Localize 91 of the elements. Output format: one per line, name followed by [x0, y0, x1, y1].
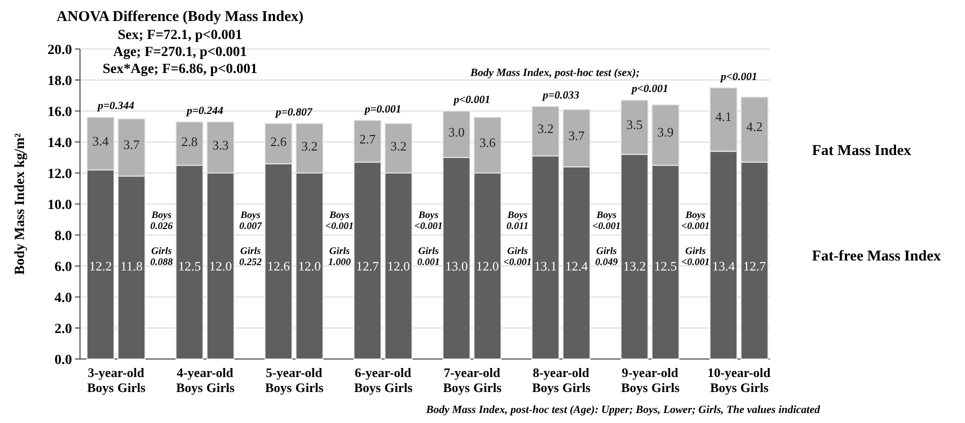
data-label: 12.7: [743, 258, 766, 274]
data-label: 11.8: [120, 258, 143, 274]
data-label: 12.0: [298, 258, 321, 274]
text: Boys <0.001 Girls <0.001: [681, 210, 710, 268]
x-tick-label: Boys: [354, 380, 381, 395]
x-tick-label: Girls: [384, 380, 413, 395]
text: 10-year-old: [707, 365, 772, 380]
text: Boys <0.001 Girls 1.000: [325, 210, 354, 268]
data-label: 3.3: [212, 137, 229, 152]
data-label: 12.7: [356, 258, 380, 274]
x-tick-label: Girls: [562, 380, 591, 395]
annotation: Body Mass Index, post-hoc test (sex);: [469, 67, 640, 79]
data-label: 3.2: [537, 121, 554, 136]
annotation: p=0.244: [186, 104, 224, 117]
annotation: p=0.033: [542, 89, 580, 102]
data-label: 12.0: [387, 258, 410, 274]
x-tick-label: Boys: [532, 380, 559, 395]
data-label: 3.2: [301, 138, 318, 154]
annotation: Age; F=270.1, p<0.001: [113, 45, 247, 60]
text: 3-year-old: [88, 365, 146, 380]
text: Fat-free Mass Index: [812, 248, 942, 264]
data-label: 2.7: [359, 132, 376, 147]
y-tick-label: 16.0: [48, 104, 72, 120]
y-tick-label: 10.0: [48, 198, 72, 213]
data-label: 13.4: [712, 258, 736, 274]
y-tick-label: 18.0: [48, 74, 72, 89]
y-axis-title: Body Mass Index kg/m²: [13, 133, 28, 275]
data-label: 13.0: [445, 258, 468, 274]
x-tick-label: Boys: [710, 380, 737, 395]
data-label: 3.5: [626, 117, 643, 132]
annotation: p=0.001: [364, 103, 402, 116]
x-tick-label: Boys: [621, 380, 648, 395]
text: Boys 0.011 Girls <0.001: [503, 210, 532, 268]
y-tick-label: 14.0: [48, 136, 72, 151]
text: Boys <0.001 Girls 0.049: [592, 210, 621, 268]
x-tick-label: Boys: [87, 380, 114, 395]
text: Sex; F=72.1, p<0.001: [118, 28, 242, 43]
data-label: 12.2: [89, 258, 112, 274]
y-tick-label: 2.0: [54, 322, 72, 337]
data-label: 3.4: [92, 133, 110, 148]
chart-title: ANOVA Difference (Body Mass Index): [56, 9, 304, 25]
data-label: 12.5: [178, 258, 201, 274]
data-label: 4.2: [746, 118, 763, 134]
annotation: p=0.807: [274, 106, 313, 118]
annotation: p=0.344: [96, 100, 135, 112]
data-label: 12.5: [654, 258, 677, 274]
text: Boys <0.001 Girls 0.001: [414, 210, 443, 268]
text: 7-year-old: [444, 365, 502, 380]
data-label: 12.4: [565, 258, 588, 274]
x-tick-label: Boys: [443, 380, 470, 395]
annotation: Sex*Age; F=6.86, p<0.001: [102, 62, 258, 77]
data-label: 3.6: [479, 134, 496, 150]
data-label: 3.2: [390, 138, 407, 154]
text: Body Mass Index, post-hoc test (Age): Upper; Boys, Lower; Girls, The values indicated: [425, 404, 820, 416]
data-label: 13.1: [534, 258, 557, 274]
text: Boys 0.026 Girls 0.088: [150, 210, 173, 268]
data-label: 3.7: [568, 128, 586, 143]
data-label: 12.0: [476, 258, 499, 274]
data-label: 12.6: [267, 258, 290, 274]
x-tick-label: Girls: [740, 380, 769, 395]
text: 9-year-old: [622, 365, 680, 380]
data-label: 3.7: [123, 137, 140, 152]
data-label: 2.8: [181, 134, 198, 149]
x-tick-label: Girls: [473, 380, 502, 395]
annotation: p<0.001: [630, 83, 668, 96]
text: 6-year-old: [354, 365, 412, 380]
data-label: 2.6: [270, 134, 288, 150]
x-tick-label: Girls: [206, 380, 235, 395]
y-tick-label: 12.0: [48, 166, 72, 182]
x-tick-label: Girls: [295, 380, 324, 395]
annotation: p<0.001: [452, 94, 490, 106]
y-tick-label: 8.0: [54, 228, 72, 244]
y-tick-label: 20.0: [48, 42, 72, 58]
y-tick-label: 4.0: [54, 290, 72, 306]
x-tick-label: Girls: [651, 380, 680, 395]
text: 4-year-old: [176, 365, 234, 380]
data-label: 13.2: [623, 258, 646, 274]
annotation: p<0.001: [720, 70, 758, 83]
data-label: 3.9: [657, 124, 674, 140]
text: Fat Mass Index: [812, 142, 912, 159]
y-tick-label: 0.0: [54, 352, 72, 368]
x-tick-label: Boys: [176, 380, 203, 395]
text: 8-year-old: [532, 365, 590, 380]
x-tick-label: Girls: [117, 380, 146, 395]
text: 5-year-old: [266, 365, 324, 380]
x-tick-label: Boys: [265, 380, 292, 395]
y-tick-label: 6.0: [54, 260, 72, 275]
text: Boys 0.007 Girls 0.252: [239, 210, 262, 268]
data-label: 4.1: [715, 108, 732, 124]
data-label: 3.0: [448, 124, 465, 140]
data-label: 12.0: [209, 258, 232, 274]
